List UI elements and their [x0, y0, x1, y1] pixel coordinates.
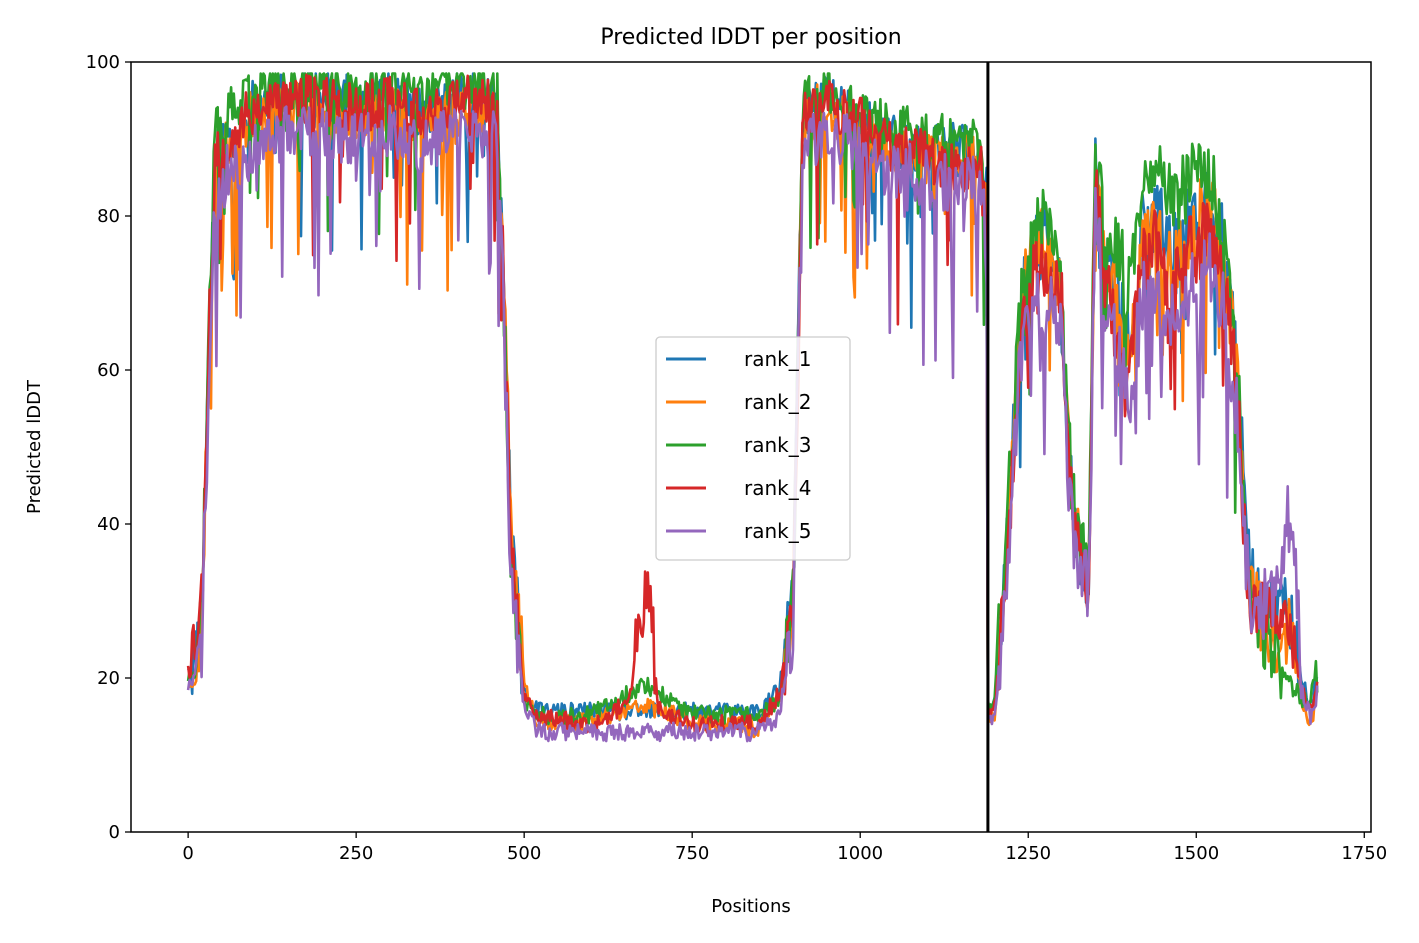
y-tick-label: 20	[97, 668, 120, 689]
x-tick-label: 1750	[1341, 843, 1387, 864]
y-tick-label: 0	[109, 822, 120, 843]
x-tick-label: 750	[675, 843, 709, 864]
x-tick-label: 1000	[837, 843, 883, 864]
legend-label: rank_2	[744, 390, 811, 414]
y-axis-label: Predicted lDDT	[24, 379, 45, 514]
y-tick-label: 100	[86, 52, 120, 73]
x-axis-ticks: 0 250 500 750 1000 1250 1500 1750	[182, 832, 1387, 864]
legend: rank_1 rank_2 rank_3 rank_4 rank_5	[655, 336, 851, 561]
x-tick-label: 0	[182, 843, 193, 864]
x-tick-label: 1250	[1005, 843, 1051, 864]
legend-label: rank_4	[744, 476, 811, 500]
plot-frame	[130, 61, 1372, 833]
y-tick-label: 80	[97, 206, 120, 227]
legend-label: rank_1	[744, 347, 811, 371]
series-layer	[186, 72, 1319, 743]
x-axis-label: Positions	[711, 896, 790, 917]
y-tick-label: 40	[97, 514, 120, 535]
y-axis-ticks: 0 20 40 60 80 100	[86, 52, 131, 843]
series-line-rank_3	[186, 72, 1319, 726]
x-tick-label: 1500	[1173, 843, 1219, 864]
x-tick-label: 500	[507, 843, 541, 864]
legend-box	[655, 336, 851, 561]
y-tick-label: 60	[97, 360, 120, 381]
legend-label: rank_5	[744, 519, 811, 543]
x-tick-label: 250	[339, 843, 373, 864]
legend-label: rank_3	[744, 433, 811, 457]
series-line-rank_5	[186, 104, 1319, 743]
chart-title: Predicted lDDT per position	[600, 25, 901, 50]
